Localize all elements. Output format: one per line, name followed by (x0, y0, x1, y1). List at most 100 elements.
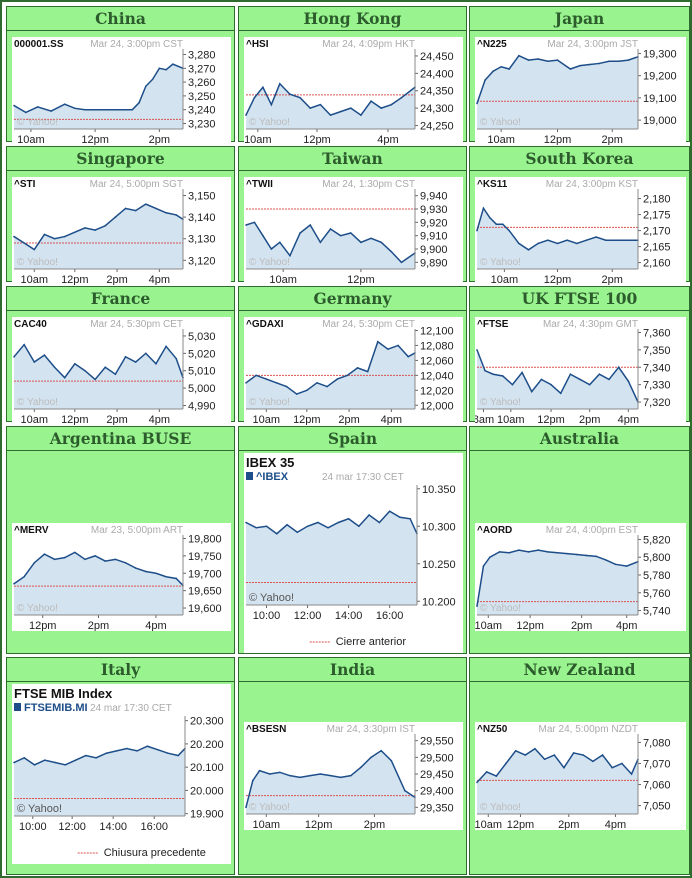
data-point (399, 516, 401, 519)
y-tick-label: 19,600 (188, 603, 222, 615)
data-point (569, 68, 572, 70)
y-tick-label: 19,300 (643, 48, 677, 60)
data-point (33, 764, 36, 766)
data-point (527, 59, 530, 61)
y-tick-label: 12,020 (420, 385, 454, 397)
data-point (54, 761, 56, 764)
data-point (268, 773, 271, 775)
chart-date: Mar 24, 3:00pm JST (547, 39, 638, 50)
data-point (245, 521, 247, 524)
data-point (390, 250, 393, 253)
x-tick-label: 12pm (61, 274, 89, 285)
x-tick-label: 2pm (602, 274, 623, 285)
y-tick-label: 9,890 (420, 257, 448, 269)
x-tick-label: 12pm (516, 620, 544, 631)
market-panel: Hong Kong ^HSI Mar 24, 4:09pm HKT 24,450 24,… (238, 6, 467, 145)
series-swatch (246, 472, 253, 480)
data-point (485, 771, 488, 773)
data-point (74, 362, 76, 365)
y-tick-label: 12,080 (420, 340, 454, 352)
price-chart: ^BSESN Mar 24, 3:30pm IST 29,550 29,500 29,4… (244, 722, 463, 830)
data-point (521, 371, 523, 374)
y-tick-label: 24,400 (420, 68, 454, 80)
market-title: Australia (470, 428, 689, 451)
y-tick-label: 29,350 (420, 802, 454, 814)
chart-symbol: ^AORD (477, 525, 512, 536)
data-point (508, 229, 510, 232)
x-tick-label: 16:00 (376, 610, 404, 622)
data-point (505, 762, 507, 765)
series-line (245, 221, 416, 264)
y-tick-label: 24,250 (420, 121, 454, 133)
series-area (246, 511, 417, 605)
data-point (23, 575, 25, 578)
x-tick-label: 4pm (618, 414, 639, 425)
data-point (270, 103, 273, 106)
data-point (358, 525, 360, 528)
data-point (377, 340, 379, 343)
x-tick-label: 10am (17, 134, 45, 145)
data-point (360, 114, 362, 116)
series-line (476, 349, 639, 403)
chart-symbol: ^STI (14, 179, 36, 190)
data-point (370, 756, 372, 759)
data-point (285, 385, 288, 388)
data-point (317, 521, 319, 524)
data-point (339, 234, 342, 237)
data-point (553, 754, 556, 756)
data-point (134, 567, 137, 569)
data-point (400, 96, 403, 99)
data-point (547, 239, 549, 241)
data-point (537, 549, 539, 551)
y-tick-label: 7,070 (643, 758, 671, 770)
data-point (74, 759, 77, 761)
data-point (53, 366, 56, 369)
y-tick-label: 5,010 (188, 366, 216, 378)
x-tick-label: 10:00 (19, 821, 47, 833)
data-point (316, 382, 318, 384)
y-tick-label: 24,450 (420, 51, 454, 63)
data-point (566, 552, 568, 555)
data-point (155, 207, 157, 210)
y-tick-label: 7,060 (643, 780, 671, 792)
market-title: Spain (239, 428, 466, 451)
market-panel: Singapore ^STI Mar 24, 5:00pm SGT 3,150 3,14… (6, 146, 235, 285)
data-point (349, 107, 352, 109)
data-point (245, 806, 247, 809)
data-point (482, 207, 485, 209)
data-point (126, 747, 128, 750)
data-point (84, 558, 86, 561)
data-point (63, 235, 66, 238)
data-point (585, 239, 588, 241)
data-point (158, 67, 161, 70)
price-chart: ^HSI Mar 24, 4:09pm HKT 24,450 24,400 24,350… (244, 37, 463, 145)
yahoo-watermark: © Yahoo! (17, 117, 58, 128)
chart-date: Mar 24, 3:00pm KST (546, 179, 638, 190)
data-point (360, 766, 362, 769)
price-chart: ^N225 Mar 24, 3:00pm JST 19,300 19,200 19,10… (475, 37, 686, 145)
data-point (289, 774, 291, 777)
y-tick-label: 10.250 (422, 559, 456, 571)
x-tick-label: 2pm (88, 620, 109, 631)
yahoo-watermark: © Yahoo! (249, 592, 294, 604)
data-point (380, 241, 382, 244)
x-tick-label: 10am (475, 819, 502, 830)
yahoo-watermark: © Yahoo! (480, 603, 521, 614)
x-tick-label: 2pm (149, 134, 170, 145)
data-point (390, 759, 393, 762)
x-tick-label: 12pm (544, 274, 572, 285)
yahoo-watermark: © Yahoo! (17, 803, 62, 815)
y-tick-label: 12,060 (420, 355, 454, 367)
data-point (598, 62, 601, 65)
y-tick-label: 29,550 (420, 736, 454, 748)
x-tick-label: 12pm (537, 414, 565, 425)
yahoo-watermark: © Yahoo! (480, 397, 521, 408)
x-tick-label: 12pm (61, 414, 89, 425)
data-point (245, 224, 247, 226)
data-point (50, 110, 52, 112)
data-point (489, 556, 491, 559)
y-tick-label: 2,175 (643, 210, 671, 222)
market-panel: India ^BSESN Mar 24, 3:30pm IST 29,550 29,50… (238, 657, 467, 875)
x-tick-label: 2pm (106, 274, 127, 285)
